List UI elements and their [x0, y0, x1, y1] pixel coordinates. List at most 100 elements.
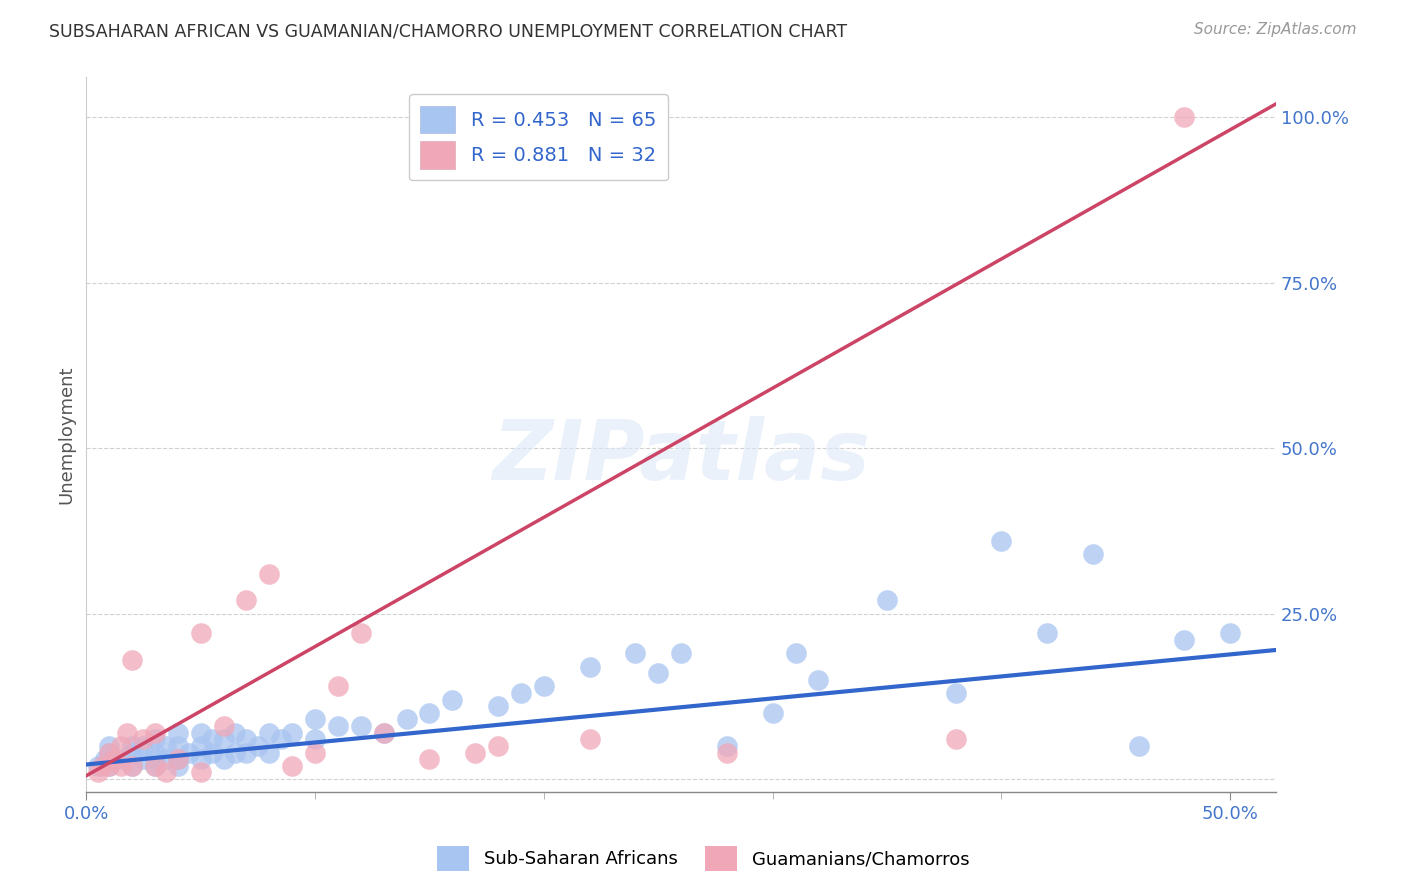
Point: [143, 725, 166, 739]
Point: [486, 699, 509, 714]
Point: [166, 725, 188, 739]
Point: [121, 759, 143, 773]
Point: [91, 759, 114, 773]
Point: [201, 732, 224, 747]
Point: [98, 739, 121, 753]
Point: [669, 646, 692, 660]
Point: [945, 732, 967, 747]
Point: [647, 666, 669, 681]
Point: [132, 739, 155, 753]
Point: [143, 746, 166, 760]
Point: [121, 653, 143, 667]
Point: [373, 725, 395, 739]
Point: [121, 739, 143, 753]
Text: Source: ZipAtlas.com: Source: ZipAtlas.com: [1194, 22, 1357, 37]
Point: [464, 746, 486, 760]
Y-axis label: Unemployment: Unemployment: [58, 366, 75, 504]
Point: [212, 732, 235, 747]
Point: [785, 646, 807, 660]
Point: [259, 725, 281, 739]
Point: [246, 739, 269, 753]
Point: [304, 746, 326, 760]
Point: [143, 759, 166, 773]
Point: [281, 725, 304, 739]
Point: [166, 752, 188, 766]
Point: [1219, 626, 1241, 640]
Point: [235, 746, 257, 760]
Point: [155, 739, 177, 753]
Point: [716, 739, 738, 753]
Point: [270, 732, 292, 747]
Text: SUBSAHARAN AFRICAN VS GUAMANIAN/CHAMORRO UNEMPLOYMENT CORRELATION CHART: SUBSAHARAN AFRICAN VS GUAMANIAN/CHAMORRO…: [49, 22, 848, 40]
Point: [1173, 633, 1195, 648]
Point: [1036, 626, 1059, 640]
Point: [235, 732, 257, 747]
Point: [212, 752, 235, 766]
Point: [166, 759, 188, 773]
Legend: Sub-Saharan Africans, Guamanians/Chamorros: Sub-Saharan Africans, Guamanians/Chamorr…: [430, 838, 976, 879]
Point: [117, 725, 139, 739]
Point: [110, 739, 132, 753]
Point: [179, 746, 201, 760]
Point: [132, 732, 155, 747]
Point: [304, 713, 326, 727]
Point: [762, 706, 785, 720]
Point: [121, 759, 143, 773]
Point: [510, 686, 533, 700]
Point: [155, 765, 177, 780]
Point: [624, 646, 647, 660]
Point: [395, 713, 418, 727]
Point: [121, 746, 143, 760]
Point: [418, 752, 440, 766]
Point: [224, 725, 246, 739]
Point: [98, 746, 121, 760]
Point: [143, 732, 166, 747]
Point: [212, 719, 235, 733]
Legend: R = 0.453   N = 65, R = 0.881   N = 32: R = 0.453 N = 65, R = 0.881 N = 32: [409, 95, 668, 180]
Point: [190, 739, 212, 753]
Point: [143, 752, 166, 766]
Point: [201, 746, 224, 760]
Point: [418, 706, 440, 720]
Point: [486, 739, 509, 753]
Point: [190, 765, 212, 780]
Point: [98, 746, 121, 760]
Point: [259, 566, 281, 581]
Point: [190, 725, 212, 739]
Point: [1128, 739, 1150, 753]
Point: [103, 752, 125, 766]
Point: [190, 752, 212, 766]
Point: [259, 746, 281, 760]
Point: [190, 626, 212, 640]
Point: [350, 719, 373, 733]
Point: [716, 746, 738, 760]
Point: [155, 752, 177, 766]
Point: [990, 533, 1012, 548]
Point: [110, 759, 132, 773]
Point: [876, 593, 898, 607]
Point: [326, 719, 349, 733]
Text: ZIPatlas: ZIPatlas: [492, 416, 870, 497]
Point: [98, 759, 121, 773]
Point: [441, 692, 464, 706]
Point: [281, 759, 304, 773]
Point: [87, 759, 110, 773]
Point: [224, 746, 246, 760]
Point: [87, 765, 110, 780]
Point: [143, 759, 166, 773]
Point: [533, 679, 555, 693]
Point: [166, 752, 188, 766]
Point: [578, 659, 600, 673]
Point: [98, 759, 121, 773]
Point: [132, 752, 155, 766]
Point: [350, 626, 373, 640]
Point: [1081, 547, 1104, 561]
Point: [373, 725, 395, 739]
Point: [235, 593, 257, 607]
Point: [166, 739, 188, 753]
Point: [304, 732, 326, 747]
Point: [93, 752, 115, 766]
Point: [1173, 110, 1195, 124]
Point: [945, 686, 967, 700]
Point: [326, 679, 349, 693]
